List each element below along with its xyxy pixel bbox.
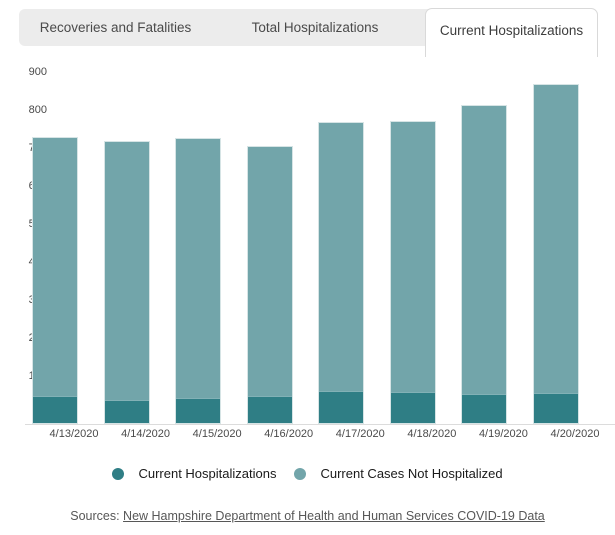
bar-column-4-14-2020[interactable] [104,142,149,424]
legend-item-current-hospitalizations: Current Hospitalizations [112,466,276,481]
x-axis-label-4-14-2020: 4/14/2020 [121,428,171,440]
bar-segment-current-cases-not-hospitalized [319,123,364,392]
x-axis-label-4-16-2020: 4/16/2020 [264,428,314,440]
y-axis-tick-900: 900 [28,65,47,78]
bar-segment-current-cases-not-hospitalized [462,105,507,394]
chart-tab-bar: Recoveries and Fatalities Total Hospital… [19,8,598,57]
source-link[interactable]: New Hampshire Department of Health and H… [123,509,545,523]
legend-swatch-icon [294,467,307,480]
x-axis-label-4-15-2020: 4/15/2020 [192,428,242,440]
tab-current-hospitalizations[interactable]: Current Hospitalizations [425,8,598,57]
bar-segment-current-cases-not-hospitalized [176,139,221,399]
bar-segment-current-cases-not-hospitalized [390,121,435,392]
source-attribution: Sources: New Hampshire Department of Hea… [0,509,615,523]
bar-column-4-16-2020[interactable] [247,147,292,424]
bar-segment-current-cases-not-hospitalized [247,147,292,397]
bar-segment-current-hospitalizations [533,393,578,424]
bar-segment-current-hospitalizations [390,391,435,424]
tab-recoveries-and-fatalities[interactable]: Recoveries and Fatalities [39,20,192,35]
stacked-bar-chart: 01002003004005006007008009004/13/20204/1… [0,60,615,440]
bar-segment-current-cases-not-hospitalized [104,142,149,401]
chart-legend: Current Hospitalizations Current Cases No… [0,466,615,481]
bar-column-4-13-2020[interactable] [33,137,77,424]
y-axis-tick-800: 800 [28,103,47,116]
bar-column-4-18-2020[interactable] [390,121,435,424]
x-axis-label-4-20-2020: 4/20/2020 [550,428,600,440]
bar-segment-current-hospitalizations [176,398,221,424]
bar-column-4-17-2020[interactable] [319,123,364,424]
x-axis-label-4-13-2020: 4/13/2020 [49,428,99,440]
bar-segment-current-hospitalizations [33,396,77,424]
source-prefix-label: Sources: [70,509,124,523]
legend-label: Current Cases Not Hospitalized [320,466,503,481]
x-axis-line [25,423,615,425]
bar-segment-current-hospitalizations [104,400,149,424]
bar-segment-current-hospitalizations [247,396,292,424]
bar-column-4-19-2020[interactable] [462,105,507,424]
bar-segment-current-hospitalizations [319,391,364,424]
bar-column-4-15-2020[interactable] [176,139,221,424]
bar-column-4-20-2020[interactable] [533,84,578,424]
legend-swatch-icon [112,467,125,480]
x-axis-label-4-18-2020: 4/18/2020 [407,428,457,440]
bar-segment-current-cases-not-hospitalized [33,137,77,397]
legend-label: Current Hospitalizations [138,466,277,481]
x-axis-label-4-17-2020: 4/17/2020 [335,428,385,440]
legend-item-current-cases-not-hospitalized: Current Cases Not Hospitalized [294,466,503,481]
bar-segment-current-cases-not-hospitalized [533,84,578,394]
bar-segment-current-hospitalizations [462,393,507,424]
x-axis-label-4-19-2020: 4/19/2020 [478,428,528,440]
tab-total-hospitalizations[interactable]: Total Hospitalizations [251,20,379,35]
